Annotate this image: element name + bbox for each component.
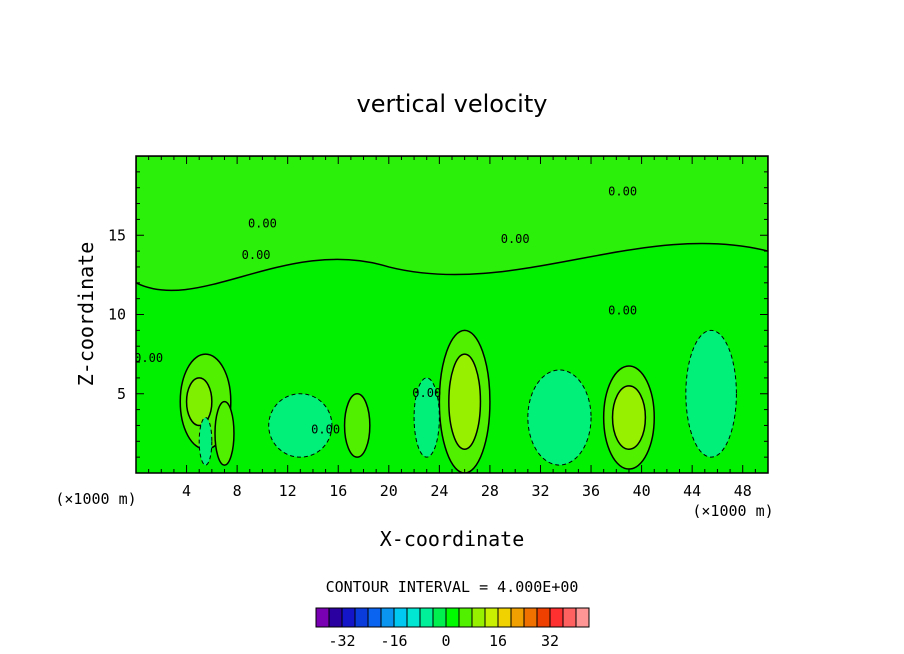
colorbar-swatch xyxy=(380,607,395,628)
colorbar-swatch xyxy=(497,607,512,628)
contour-updraft-39-core xyxy=(611,385,647,450)
zero-contour-label: 0.00 xyxy=(501,232,530,246)
zero-contour-label: 0.00 xyxy=(412,386,441,400)
zero-contour-label: 0.00 xyxy=(311,422,340,436)
colorbar-swatch xyxy=(406,607,421,628)
colorbar-swatch xyxy=(341,607,356,628)
y-tick-label: 15 xyxy=(108,226,126,244)
chart-title: vertical velocity xyxy=(357,90,548,118)
x-tick-label: 44 xyxy=(683,482,701,500)
colorbar-swatch xyxy=(575,607,590,628)
zero-contour-label: 0.00 xyxy=(608,304,637,318)
contour-upper-band xyxy=(136,156,768,292)
x-tick-label: 48 xyxy=(734,482,752,500)
colorbar-swatch xyxy=(484,607,499,628)
contour-updraft-17 xyxy=(343,393,371,458)
x-axis-label: X-coordinate xyxy=(380,527,525,551)
colorbar-swatch xyxy=(536,607,551,628)
contour-updraft-26-core xyxy=(448,353,482,450)
colorbar-swatch xyxy=(328,607,343,628)
contour-updraft-8 xyxy=(214,400,235,466)
contour-downdraft-23 xyxy=(413,377,440,458)
contour-fields: 0.00 0.00 0.00 0.00 0.00 0.00 0.00 0.00 xyxy=(134,156,768,473)
contour-downdraft-6 xyxy=(198,417,213,466)
colorbar-swatch xyxy=(549,607,564,628)
contour-updraft-4-core xyxy=(185,377,213,427)
x-tick-label: 12 xyxy=(279,482,297,500)
contour-interval-label: CONTOUR INTERVAL = 4.000E+00 xyxy=(326,578,579,596)
x-unit-label-right: (×1000 m) xyxy=(692,502,773,520)
colorbar-tick-labels: -32 -16 0 16 32 xyxy=(328,632,559,650)
x-tick-label: 32 xyxy=(531,482,549,500)
x-unit-label-left: (×1000 m) xyxy=(55,490,136,508)
colorbar-swatch xyxy=(419,607,434,628)
colorbar-swatch xyxy=(523,607,538,628)
x-tick-label: 36 xyxy=(582,482,600,500)
colorbar-swatch xyxy=(510,607,525,628)
y-tick-label: 5 xyxy=(117,385,126,403)
colorbar-tick-label: -16 xyxy=(380,632,407,650)
colorbar-swatch xyxy=(445,607,460,628)
x-tick-label: 24 xyxy=(430,482,448,500)
colorbar-swatch xyxy=(458,607,473,628)
y-axis-label: Z-coordinate xyxy=(74,242,98,387)
x-axis-ticks: 4 8 12 16 20 24 28 32 36 40 44 48 xyxy=(135,156,769,500)
zero-contour-label: 0.00 xyxy=(608,185,637,199)
x-tick-label: 28 xyxy=(481,482,499,500)
colorbar-swatch xyxy=(562,607,577,628)
y-tick-label: 10 xyxy=(108,306,126,324)
x-tick-label: 16 xyxy=(329,482,347,500)
x-tick-label: 40 xyxy=(633,482,651,500)
x-tick-label: 8 xyxy=(233,482,242,500)
contour-downdraft-13 xyxy=(268,393,333,458)
colorbar-tick-label: -32 xyxy=(328,632,355,650)
colorbar-tick-label: 0 xyxy=(441,632,450,650)
zero-contour-label: 0.00 xyxy=(248,216,277,230)
colorbar xyxy=(315,607,590,628)
colorbar-swatch xyxy=(367,607,382,628)
colorbar-swatch xyxy=(471,607,486,628)
colorbar-swatch xyxy=(432,607,447,628)
colorbar-swatch xyxy=(315,607,330,628)
contour-downdraft-33 xyxy=(527,369,592,466)
colorbar-tick-label: 16 xyxy=(489,632,507,650)
contour-downdraft-45 xyxy=(685,329,737,458)
y-axis-ticks: 5 10 15 xyxy=(108,155,768,474)
colorbar-swatch xyxy=(354,607,369,628)
x-tick-label: 4 xyxy=(182,482,191,500)
x-tick-label: 20 xyxy=(380,482,398,500)
colorbar-tick-label: 32 xyxy=(541,632,559,650)
colorbar-swatch xyxy=(393,607,408,628)
zero-contour-label: 0.00 xyxy=(134,351,163,365)
zero-contour-label: 0.00 xyxy=(242,248,271,262)
plot-area: 0.00 0.00 0.00 0.00 0.00 0.00 0.00 0.00 xyxy=(134,155,769,474)
